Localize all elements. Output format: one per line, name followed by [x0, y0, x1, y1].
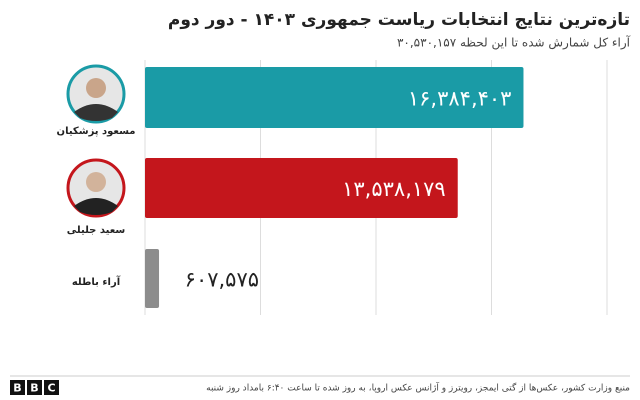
- logo-box: [27, 380, 42, 395]
- value-label: ۱۳,۵۳۸,۱۷۹: [342, 177, 446, 201]
- category-label: مسعود پزشکیان: [57, 126, 136, 137]
- logo-box: [44, 380, 59, 395]
- chart-subtitle: آراء کل شمارش شده تا این لحظه ۳۰,۵۳۰,۱۵۷: [397, 35, 631, 51]
- logo-letter: B: [13, 382, 21, 395]
- portrait: [66, 158, 126, 218]
- bar: [145, 67, 524, 128]
- logo-letter: B: [30, 382, 38, 395]
- footer-source: منبع وزارت کشور، عکس‌ها از گتی ایمجز، رو…: [206, 382, 630, 394]
- portrait: [66, 64, 126, 124]
- category-label: آراء باطله: [72, 275, 121, 288]
- value-label: ۱۶,۳۸۴,۴۰۳: [408, 87, 512, 111]
- bar: [145, 158, 458, 218]
- bar: [145, 249, 160, 308]
- chart-title: تازه‌ترین نتایج انتخابات ریاست جمهوری ۱۴…: [168, 10, 630, 30]
- category-label: سعید جلیلی: [67, 225, 126, 236]
- value-label: ۶۰۷,۵۷۵: [185, 268, 259, 292]
- logo-letter: C: [47, 382, 55, 395]
- logo-box: [10, 380, 25, 395]
